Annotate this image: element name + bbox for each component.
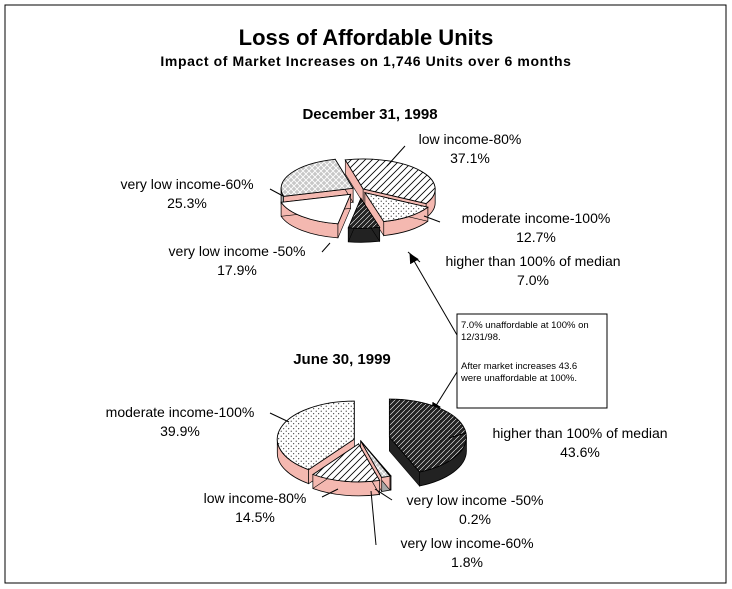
annotation-text: 7.0% unaffordable at 100% on 12/31/98. A… <box>460 320 591 384</box>
pie1-label-low-80: low income-80% <box>419 131 522 147</box>
pie2-value-higher: 43.6% <box>560 444 600 460</box>
pie1-value-low-80: 37.1% <box>450 150 490 166</box>
pie2-value-low-80: 14.5% <box>235 509 275 525</box>
pie1-leader-moderate <box>423 215 441 223</box>
pie2-label-moderate-100: moderate income-100% <box>106 404 255 420</box>
pie1-leader-vlow-60 <box>269 188 284 197</box>
annotation-arrow-up <box>409 253 458 336</box>
pie1-label-moderate-100: moderate income-100% <box>462 210 611 226</box>
pie1-label-higher: higher than 100% of median <box>445 253 620 269</box>
pie1-value-higher: 7.0% <box>517 272 549 288</box>
pie2-slice-3 <box>311 443 381 483</box>
pie1-leader-vlow-50 <box>321 242 331 253</box>
annotation-line-4: After market increases 43.6 <box>461 361 577 372</box>
pie2-slice-4 <box>276 400 355 471</box>
pie1-slice-4 <box>280 158 354 197</box>
pie2-group <box>276 398 467 497</box>
annotation-arrow-down <box>431 371 458 413</box>
pie1-slice-1 <box>363 191 429 223</box>
pie2-label-low-80: low income-80% <box>204 490 307 506</box>
pie1-label-vlow-50: very low income -50% <box>169 243 306 259</box>
pie2-leader-higher <box>448 432 467 439</box>
annotation-line-5: were unaffordable at 100%. <box>460 373 577 384</box>
pie2-label-higher: higher than 100% of median <box>492 425 667 441</box>
pie1-value-vlow-60: 25.3% <box>167 195 207 211</box>
pie1-value-vlow-50: 17.9% <box>217 262 257 278</box>
pie2-value-moderate-100: 39.9% <box>160 423 200 439</box>
annotation-line-2: 12/31/98. <box>461 332 501 343</box>
chart-subtitle: Impact of Market Increases on 1,746 Unit… <box>160 53 571 69</box>
pie1-value-moderate-100: 12.7% <box>516 229 556 245</box>
pie2-label-vlow-60: very low income-60% <box>400 535 533 551</box>
pie2-value-vlow-60: 1.8% <box>451 554 483 570</box>
pie1-group <box>280 158 436 243</box>
pie2-leader-low-80 <box>321 488 339 498</box>
pie2-label-vlow-50: very low income -50% <box>407 492 544 508</box>
pie1-leader-low-80 <box>386 145 406 167</box>
pie1-slice-3 <box>280 193 352 225</box>
pie2-leader-vlow-50 <box>374 488 393 501</box>
pie2-value-vlow-50: 0.2% <box>459 511 491 527</box>
pie1-title: December 31, 1998 <box>302 106 437 123</box>
pie2-slice-2 <box>360 440 391 478</box>
chart-frame <box>4 4 727 584</box>
pie1-label-vlow-60: very low income-60% <box>120 176 253 192</box>
pie2-leader-vlow-60 <box>370 490 377 546</box>
annotation-line-1: 7.0% unaffordable at 100% on <box>461 320 589 331</box>
pie2-title: June 30, 1999 <box>293 351 391 368</box>
pie2-slice-0 <box>388 398 467 473</box>
chart-title: Loss of Affordable Units <box>239 25 494 50</box>
pie1-slice-0 <box>344 158 436 205</box>
pie2-leader-moderate <box>269 412 290 423</box>
pie1-slice-2 <box>347 197 381 229</box>
annotation-box <box>456 313 608 409</box>
